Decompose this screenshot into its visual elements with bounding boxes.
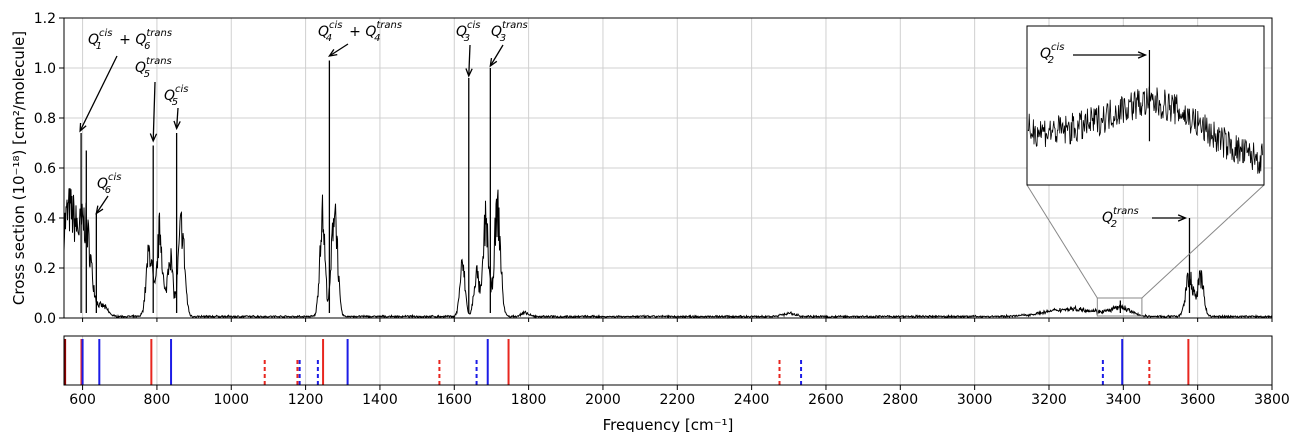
x-axis-label: Frequency [cm⁻¹] [603, 416, 734, 432]
annotation-arrow-shaft [175, 107, 179, 129]
y-tick-label: 1.0 [34, 61, 56, 77]
annotation-arrowhead [173, 120, 181, 131]
peak-label: Qcis 6 [97, 172, 124, 196]
x-tick-label: 1000 [213, 392, 249, 408]
x-tick-label: 1200 [288, 392, 324, 408]
annotation-arrow-shaft [329, 43, 349, 57]
annotation-arrowhead [1177, 214, 1188, 222]
peak-annotations: Qcis 1 + Qtrans 6 Qtrans 5 Qcis 5 Qcis 6 Qcis… [79, 20, 1188, 230]
inset-peak-label: Qcis 2 [1040, 42, 1067, 66]
stick-spectrum-panel: 600 800 1000 1200 1400 1600 1800 2000 2200 2400 26… [63, 318, 1290, 432]
annotation-arrowhead [79, 122, 87, 133]
y-tick-label: 0.4 [34, 211, 56, 227]
annotation-arrowhead [465, 68, 473, 78]
peak-label: Qcis 4 + Qtrans 4 [318, 20, 404, 44]
x-tick-label: 600 [69, 392, 96, 408]
peak-label: Qtrans 3 [491, 20, 530, 44]
stick-grid [82, 336, 1273, 385]
annotation-arrowhead [489, 57, 498, 68]
peak-label: Qcis 5 [164, 84, 191, 108]
annotation-arrow-shaft [489, 44, 504, 67]
peak-label: Qtrans 5 [135, 56, 174, 80]
inset-panel: Qcis 2 [1026, 25, 1265, 317]
x-tick-label: 2200 [659, 392, 695, 408]
x-tick-label: 3200 [1031, 392, 1067, 408]
main-spectrum-panel: 0.0 0.2 0.4 0.6 0.8 1.0 1.2 Qcis 2 Qcis 1 + Qtra… [10, 11, 1273, 327]
y-tick-label: 0.6 [34, 161, 56, 177]
y-tick-label: 0.2 [34, 261, 56, 277]
peak-label: Qcis 3 [456, 20, 483, 44]
stick-plot-frame [63, 335, 1273, 386]
x-tick-label: 3800 [1254, 392, 1290, 408]
zoom-region-box [1096, 297, 1143, 317]
y-axis-ticks: 0.0 0.2 0.4 0.6 0.8 1.0 1.2 [34, 11, 64, 327]
x-tick-label: 2400 [734, 392, 770, 408]
x-tick-label: 800 [144, 392, 171, 408]
x-tick-label: 1600 [436, 392, 472, 408]
zoom-line-left [1026, 184, 1098, 299]
x-axis-ticks: 600 800 1000 1200 1400 1600 1800 2000 2200 2400 26… [69, 318, 1290, 408]
inset-zoom-lines [1026, 184, 1265, 299]
inset-frame [1026, 25, 1265, 186]
zoom-line-right [1141, 184, 1265, 299]
x-tick-label: 1800 [511, 392, 547, 408]
peak-label: Qcis 1 + Qtrans 6 [88, 28, 174, 52]
annotation-arrowhead [1137, 51, 1148, 59]
x-tick-label: 2600 [808, 392, 844, 408]
spectrum-trace [63, 60, 1273, 320]
calculated-line-sticks [64, 339, 1190, 385]
peak-label: Qtrans 2 [1102, 206, 1141, 230]
x-tick-label: 3400 [1106, 392, 1142, 408]
annotation-arrowhead [95, 205, 104, 215]
annotation-arrow-shaft [79, 55, 118, 132]
x-tick-label: 2000 [585, 392, 621, 408]
annotation-arrow-shaft [468, 44, 471, 77]
x-tick-label: 1400 [362, 392, 398, 408]
x-tick-label: 3600 [1180, 392, 1216, 408]
y-tick-label: 0.0 [34, 311, 56, 327]
y-tick-label: 1.2 [34, 11, 56, 27]
annotation-arrow-shaft [152, 81, 156, 142]
y-axis-label: Cross section (10⁻¹⁸) [cm²/molecule] [10, 31, 28, 305]
x-tick-label: 2800 [882, 392, 918, 408]
annotation-arrowhead [327, 49, 338, 57]
annotation-arrowhead [149, 133, 158, 143]
x-tick-label: 3000 [957, 392, 993, 408]
spectrum-line [63, 188, 1273, 320]
inset-trace [1027, 86, 1263, 174]
annotation-arrow-shaft [95, 195, 109, 214]
y-tick-label: 0.8 [34, 111, 56, 127]
